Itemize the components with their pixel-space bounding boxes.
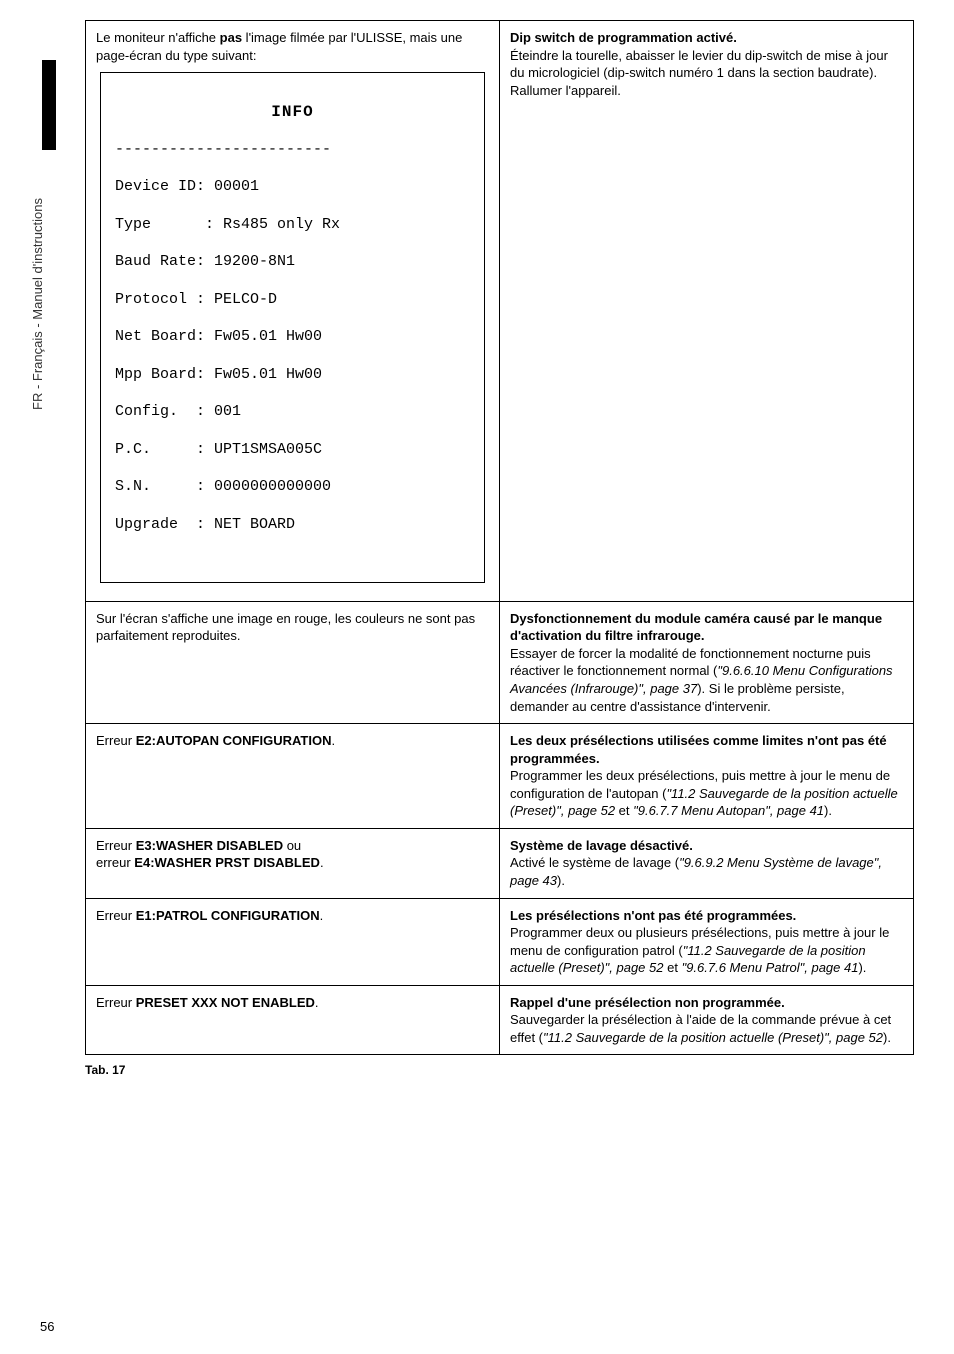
text-part: et xyxy=(663,960,681,975)
text-part: erreur xyxy=(96,855,134,870)
error-code: E4:WASHER PRST DISABLED xyxy=(134,855,320,870)
text-part: Erreur xyxy=(96,838,136,853)
sidebar-language-label: FR - Français - Manuel d'instructions xyxy=(30,198,45,410)
text-part: Erreur xyxy=(96,908,136,923)
problem-text: Le moniteur n'affiche pas l'image filmée… xyxy=(96,29,489,64)
text-part: et xyxy=(615,803,633,818)
error-code: E1:PATROL CONFIGURATION xyxy=(136,908,320,923)
text-part: ). xyxy=(824,803,832,818)
troubleshooting-table: Le moniteur n'affiche pas l'image filmée… xyxy=(85,20,914,1055)
info-line: Protocol : PELCO-D xyxy=(115,291,470,310)
cell-solution: Les présélections n'ont pas été programm… xyxy=(500,898,914,985)
reference-link: "9.6.7.6 Menu Patrol", page 41 xyxy=(682,960,859,975)
solution-title: Rappel d'une présélection non programmée… xyxy=(510,994,903,1012)
solution-body: Éteindre la tourelle, abaisser le levier… xyxy=(510,47,903,100)
cell-problem: Sur l'écran s'affiche une image en rouge… xyxy=(86,601,500,723)
text-part: . xyxy=(331,733,335,748)
table-row: Erreur E2:AUTOPAN CONFIGURATION. Les deu… xyxy=(86,724,914,829)
cell-solution: Les deux présélections utilisées comme l… xyxy=(500,724,914,829)
cell-solution: Dysfonctionnement du module caméra causé… xyxy=(500,601,914,723)
cell-problem: Erreur E3:WASHER DISABLED ou erreur E4:W… xyxy=(86,828,500,898)
table-caption: Tab. 17 xyxy=(85,1063,914,1077)
info-line: Baud Rate: 19200-8N1 xyxy=(115,253,470,272)
page: FR - Français - Manuel d'instructions Le… xyxy=(0,0,954,1354)
text-part: . xyxy=(320,855,324,870)
error-code: E2:AUTOPAN CONFIGURATION xyxy=(136,733,332,748)
text-part: ou xyxy=(283,838,301,853)
info-panel: INFO ------------------------ Device ID:… xyxy=(100,72,485,583)
solution-body: Programmer les deux présélections, puis … xyxy=(510,767,903,820)
text-part: ). xyxy=(883,1030,891,1045)
solution-title: Les présélections n'ont pas été programm… xyxy=(510,907,903,925)
table-row: Erreur E3:WASHER DISABLED ou erreur E4:W… xyxy=(86,828,914,898)
cell-problem: Erreur E1:PATROL CONFIGURATION. xyxy=(86,898,500,985)
cell-solution: Système de lavage désactivé. Activé le s… xyxy=(500,828,914,898)
solution-title: Système de lavage désactivé. xyxy=(510,837,903,855)
solution-title: Dip switch de programmation activé. xyxy=(510,29,903,47)
info-line: P.C. : UPT1SMSA005C xyxy=(115,441,470,460)
info-line: Upgrade : NET BOARD xyxy=(115,516,470,535)
sidebar: FR - Français - Manuel d'instructions xyxy=(30,60,70,560)
solution-body: Activé le système de lavage ("9.6.9.2 Me… xyxy=(510,854,903,889)
info-line: Net Board: Fw05.01 Hw00 xyxy=(115,328,470,347)
solution-title: Dysfonctionnement du module caméra causé… xyxy=(510,610,903,645)
text-part: Le moniteur n'affiche xyxy=(96,30,220,45)
text-part: . xyxy=(315,995,319,1010)
text-bold: pas xyxy=(220,30,242,45)
solution-body: Programmer deux ou plusieurs présélectio… xyxy=(510,924,903,977)
info-line: Config. : 001 xyxy=(115,403,470,422)
error-code: E3:WASHER DISABLED xyxy=(136,838,283,853)
info-title: INFO xyxy=(115,102,470,122)
cell-solution: Dip switch de programmation activé. Étei… xyxy=(500,21,914,602)
solution-title: Les deux présélections utilisées comme l… xyxy=(510,732,903,767)
cell-problem: Erreur E2:AUTOPAN CONFIGURATION. xyxy=(86,724,500,829)
info-line: Mpp Board: Fw05.01 Hw00 xyxy=(115,366,470,385)
table-row: Erreur PRESET XXX NOT ENABLED. Rappel d'… xyxy=(86,985,914,1055)
error-code: PRESET XXX NOT ENABLED xyxy=(136,995,315,1010)
page-number: 56 xyxy=(40,1319,54,1334)
info-line: S.N. : 0000000000000 xyxy=(115,478,470,497)
cell-solution: Rappel d'une présélection non programmée… xyxy=(500,985,914,1055)
text-part: ). xyxy=(858,960,866,975)
cell-problem: Erreur PRESET XXX NOT ENABLED. xyxy=(86,985,500,1055)
reference-link: "11.2 Sauvegarde de la position actuelle… xyxy=(543,1030,883,1045)
table-row: Erreur E1:PATROL CONFIGURATION. Les prés… xyxy=(86,898,914,985)
text-part: Erreur xyxy=(96,733,136,748)
info-line: Type : Rs485 only Rx xyxy=(115,216,470,235)
table-row: Le moniteur n'affiche pas l'image filmée… xyxy=(86,21,914,602)
info-line: Device ID: 00001 xyxy=(115,178,470,197)
solution-body: Sauvegarder la présélection à l'aide de … xyxy=(510,1011,903,1046)
info-divider: ------------------------ xyxy=(115,141,470,160)
text-part: . xyxy=(320,908,324,923)
text-part: Activé le système de lavage ( xyxy=(510,855,679,870)
sidebar-accent-bar xyxy=(42,60,56,150)
reference-link: "9.6.7.7 Menu Autopan", page 41 xyxy=(633,803,824,818)
text-part: Erreur xyxy=(96,995,136,1010)
table-row: Sur l'écran s'affiche une image en rouge… xyxy=(86,601,914,723)
cell-problem: Le moniteur n'affiche pas l'image filmée… xyxy=(86,21,500,602)
solution-body: Essayer de forcer la modalité de fonctio… xyxy=(510,645,903,715)
text-part: ). xyxy=(557,873,565,888)
